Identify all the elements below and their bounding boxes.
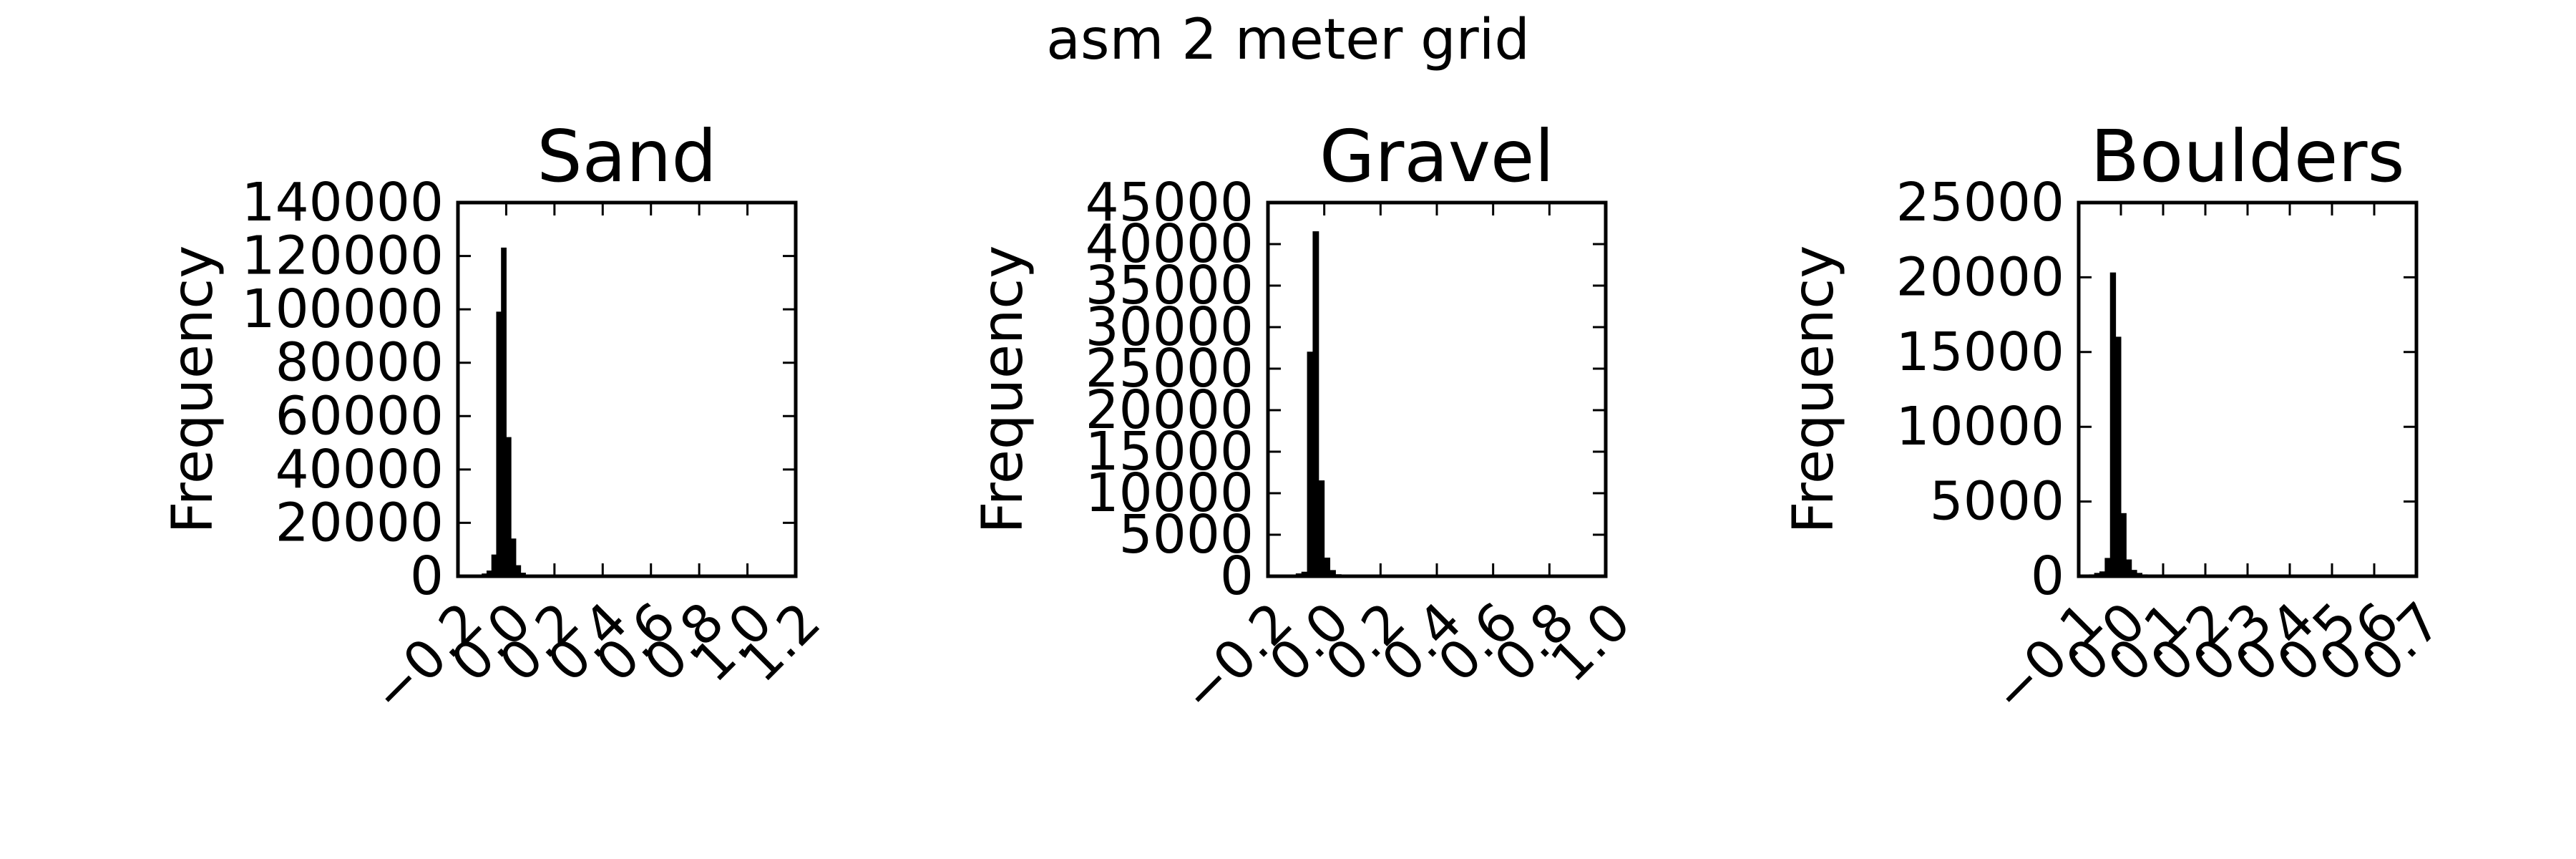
y-tick-label: 0 [2031,545,2064,607]
y-tick-label: 25000 [1896,172,2064,233]
histogram-bar [501,247,507,577]
y-tick-label: 10000 [1896,396,2064,457]
histogram-bar [1318,480,1325,577]
y-tick-label: 20000 [1896,246,2064,308]
y-tick-label: 40000 [275,439,444,500]
y-tick-label: 5000 [1930,471,2064,533]
histogram-bar [510,538,517,577]
panel-title: Sand [537,115,717,198]
y-tick-label: 140000 [242,172,444,233]
y-tick-label: 45000 [1085,172,1254,233]
histogram-bar [491,554,497,577]
y-tick-label: 80000 [275,332,444,394]
y-tick-label: 0 [410,545,444,607]
y-tick-label: 120000 [242,225,444,287]
y-tick-label: 10000 [1085,462,1254,524]
y-tick-label: 20000 [1085,379,1254,441]
y-tick-label: 30000 [1085,296,1254,358]
y-tick-label: 15000 [1896,321,2064,383]
histogram-bar [496,311,502,577]
histogram-bar [1307,351,1314,577]
histogram-bar [505,437,512,577]
histogram-bar [1312,231,1319,577]
panel-title: Boulders [2090,115,2404,198]
figure-suptitle: asm 2 meter grid [1046,8,1530,72]
y-tick-label: 35000 [1085,255,1254,316]
y-tick-label: 60000 [275,385,444,447]
y-axis-label: Frequency [971,246,1035,534]
y-tick-label: 20000 [275,492,444,553]
y-axis-label: Frequency [1782,246,1846,534]
y-axis-label: Frequency [161,246,225,534]
axes-frame [456,200,798,578]
panel-sand: −0.20.00.20.40.60.81.01.2020000400006000… [161,115,832,725]
y-tick-label: 25000 [1085,338,1254,399]
y-tick-label: 100000 [242,278,444,340]
y-tick-label: 0 [1220,545,1254,607]
y-tick-label: 15000 [1085,421,1254,482]
histogram-bar [2104,558,2111,577]
histogram-bar [2125,559,2132,577]
panel-boulders: −0.10.00.10.20.30.40.50.60.7050001000015… [1782,115,2453,725]
y-tick-label: 5000 [1119,504,1254,566]
histogram-bar [2109,272,2117,577]
histogram-bar [2115,336,2122,577]
panel-title: Gravel [1319,115,1554,198]
y-tick-label: 40000 [1085,213,1254,275]
